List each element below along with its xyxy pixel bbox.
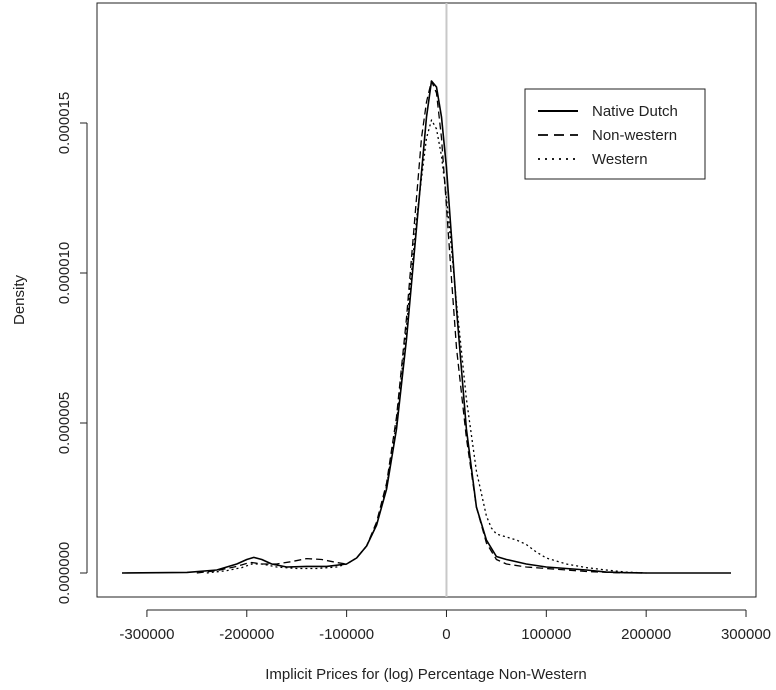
legend-box (524, 88, 706, 180)
series-layer (121, 80, 731, 574)
y-axis: 0.000000 0.000005 0.000010 0.000015 (56, 92, 88, 605)
x-axis: -300000 -200000 -100000 0 100000 200000 300000 (119, 609, 771, 643)
x-axis-title: Implicit Prices for (log) Percentage Non… (265, 666, 587, 683)
y-tick-label: 0.000000 (56, 542, 73, 605)
x-tick-label: 0 (442, 626, 450, 643)
x-tick-label: 200000 (621, 626, 671, 643)
y-tick-label: 0.000015 (56, 92, 73, 155)
legend-label: Non-western (592, 127, 677, 144)
x-tick-label: -300000 (119, 626, 174, 643)
x-tick-label: -100000 (319, 626, 374, 643)
series-line-western (206, 119, 647, 574)
legend-label: Western (592, 151, 648, 168)
y-axis-title: Density (11, 274, 28, 325)
y-tick-label: 0.000010 (56, 242, 73, 305)
x-tick-label: 100000 (521, 626, 571, 643)
series-line-non-western (196, 80, 647, 574)
y-tick-label: 0.000005 (56, 392, 73, 455)
series-line-native-dutch (121, 80, 731, 574)
plot-box (96, 2, 757, 598)
x-tick-label: -200000 (219, 626, 274, 643)
legend-label: Native Dutch (592, 103, 678, 120)
x-tick-label: 300000 (721, 626, 771, 643)
legend: Native Dutch Non-western Western (524, 88, 706, 180)
